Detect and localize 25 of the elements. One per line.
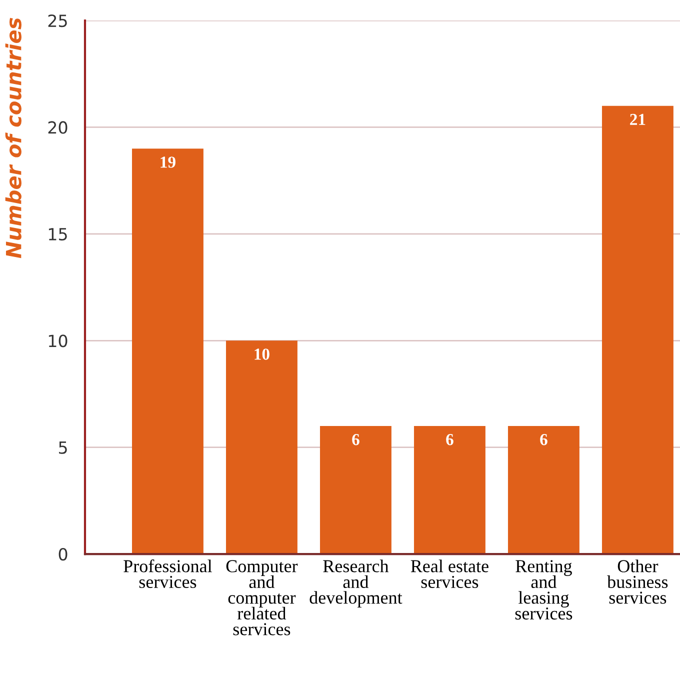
y-tick-label: 5: [59, 442, 67, 454]
bar: [414, 426, 486, 554]
data-label: 6: [540, 434, 548, 446]
y-tick-label: 20: [48, 121, 68, 134]
x-tick-label: Professional services: [124, 559, 212, 588]
y-tick-label: 0: [58, 548, 68, 561]
bar: [508, 426, 580, 554]
y-tick-label: 25: [48, 14, 67, 28]
data-label: 6: [446, 434, 454, 446]
y-axis-title: Number of countries: [5, 18, 22, 258]
bar: [132, 148, 204, 554]
y-tick-label: 15: [48, 228, 67, 240]
y-tick-label: 10: [48, 334, 68, 348]
bar: [226, 340, 298, 554]
x-tick-label: Computer and computer related services: [226, 560, 298, 636]
x-tick-label: Renting and leasing services: [515, 560, 572, 620]
bar: [320, 426, 392, 554]
data-label: 21: [630, 114, 646, 125]
x-tick-label: Real estate services: [410, 560, 488, 588]
data-label: 6: [352, 434, 360, 446]
data-label: 19: [160, 156, 176, 168]
bar: [602, 106, 674, 554]
x-tick-label: Research and development: [310, 560, 402, 608]
x-tick-label: Other business services: [607, 560, 668, 604]
data-label: 10: [254, 348, 270, 360]
